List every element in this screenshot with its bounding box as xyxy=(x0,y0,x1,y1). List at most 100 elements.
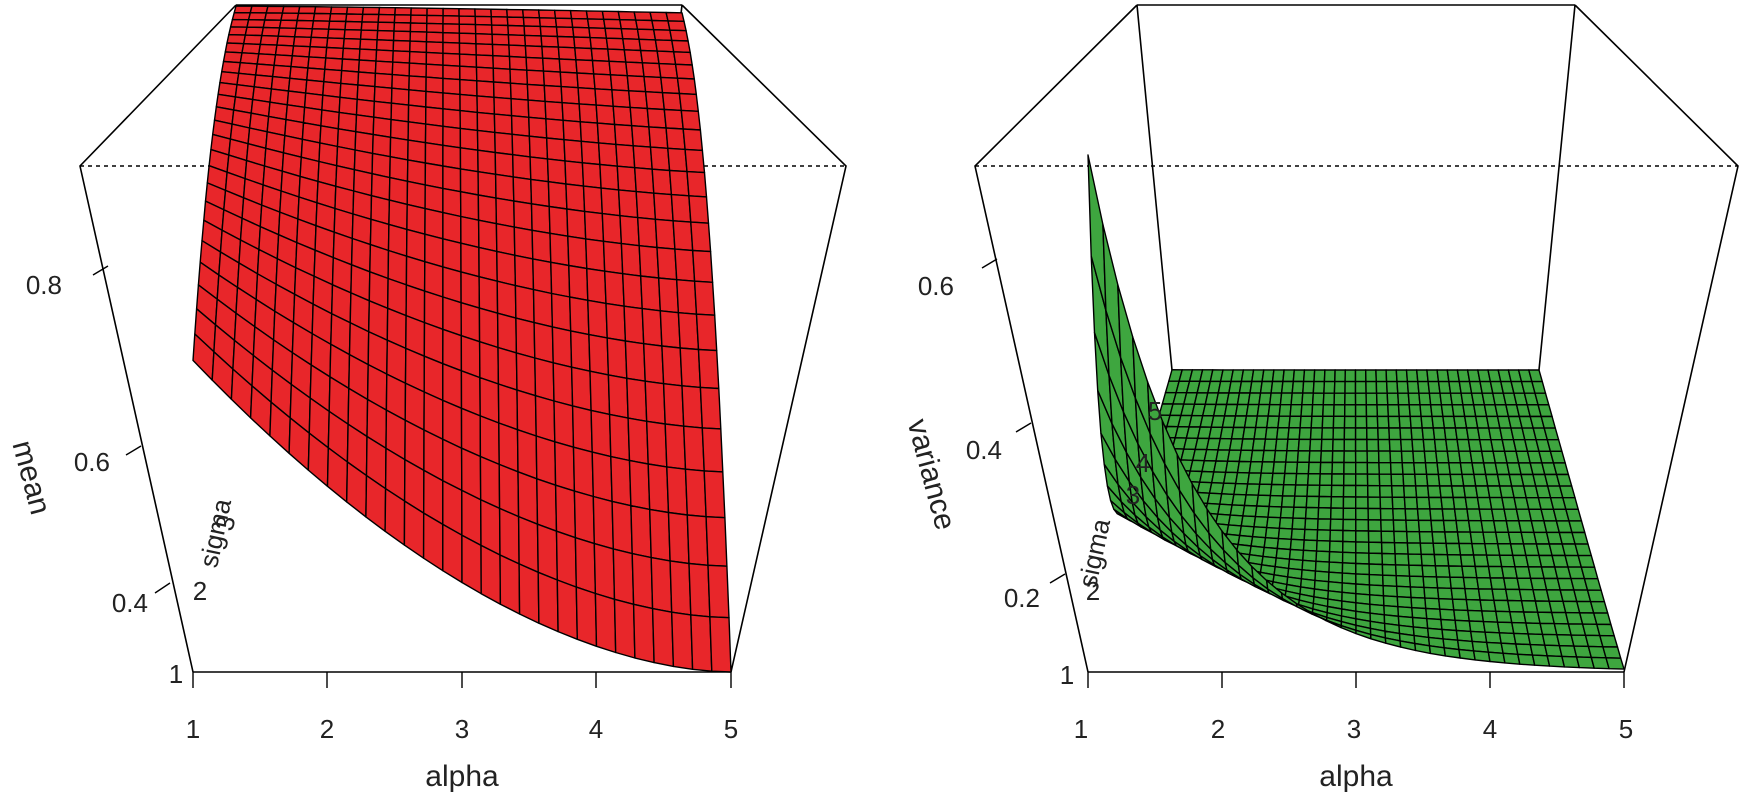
surface-facet xyxy=(1342,496,1357,509)
surface-facet xyxy=(1414,473,1429,487)
surface-facet xyxy=(1461,565,1478,579)
surface-facet xyxy=(656,246,678,281)
surface-facet xyxy=(1229,504,1246,517)
surface-facet xyxy=(633,11,653,22)
surface-facet xyxy=(1482,620,1501,634)
surface-facet xyxy=(1408,404,1422,418)
surface-facet xyxy=(514,284,535,324)
surface-facet xyxy=(1397,404,1411,418)
surface-facet xyxy=(324,57,344,72)
surface-facet xyxy=(1288,415,1302,429)
surface-facet xyxy=(1397,392,1410,406)
surface-facet xyxy=(1284,461,1299,475)
surface-facet xyxy=(1355,573,1371,586)
surface-facet xyxy=(1389,450,1403,464)
surface-facet xyxy=(1268,494,1284,508)
surface-facet xyxy=(1423,586,1440,600)
surface-facet xyxy=(1321,415,1335,429)
surface-facet xyxy=(308,46,328,59)
surface-facet xyxy=(1354,427,1368,441)
surface-facet xyxy=(1409,415,1423,429)
surface-facet xyxy=(596,122,617,146)
surface-facet xyxy=(1332,404,1346,417)
surface-facet xyxy=(1267,505,1283,519)
surface-facet xyxy=(1381,563,1397,577)
surface-facet xyxy=(1263,438,1278,452)
variance-sigma-tick-label: 3 xyxy=(1126,480,1140,510)
surface-facet xyxy=(1469,630,1488,644)
surface-facet xyxy=(640,49,660,65)
surface-facet xyxy=(513,200,533,232)
surface-facet xyxy=(631,552,654,610)
surface-facet xyxy=(600,187,621,217)
surface-facet xyxy=(661,91,682,112)
surface-facet xyxy=(1278,404,1292,417)
surface-facet xyxy=(1531,380,1547,394)
surface-facet xyxy=(1289,538,1305,551)
variance-surface-mesh xyxy=(1087,154,1625,670)
surface-facet xyxy=(1451,598,1469,612)
surface-facet xyxy=(1331,450,1345,464)
surface-facet xyxy=(665,127,686,151)
variance-z-axis: 0.2 0.4 0.6 variance xyxy=(901,258,1066,613)
mean-z-tick-label: 0.4 xyxy=(112,588,148,618)
surface-facet xyxy=(684,148,706,174)
surface-facet xyxy=(1282,472,1298,486)
surface-facet xyxy=(667,20,687,32)
surface-facet xyxy=(478,276,499,314)
surface-facet xyxy=(408,75,427,93)
surface-facet xyxy=(1365,415,1379,429)
surface-facet xyxy=(494,173,515,202)
surface-facet xyxy=(1386,392,1400,406)
surface-facet xyxy=(1330,484,1345,498)
surface-facet xyxy=(494,151,514,178)
surface-facet xyxy=(515,317,536,359)
surface-facet xyxy=(1342,529,1357,543)
surface-facet xyxy=(458,15,477,26)
surface-facet xyxy=(651,168,673,196)
surface-facet xyxy=(1367,507,1382,521)
surface-facet xyxy=(1586,589,1606,603)
surface-facet xyxy=(1450,587,1468,601)
surface-facet xyxy=(1422,575,1439,589)
surface-facet xyxy=(591,451,613,503)
surface-facet xyxy=(311,20,331,30)
surface-facet xyxy=(641,307,663,347)
surface-facet xyxy=(425,51,444,66)
surface-facet xyxy=(1429,508,1445,522)
surface-facet xyxy=(297,5,317,15)
surface-facet xyxy=(1343,404,1357,418)
surface-facet xyxy=(1431,531,1447,545)
surface-facet xyxy=(1342,507,1357,521)
surface-facet xyxy=(1458,648,1476,661)
surface-facet xyxy=(556,579,578,640)
surface-facet xyxy=(512,176,533,205)
surface-facet xyxy=(408,62,427,78)
surface-facet xyxy=(646,420,668,468)
surface-facet xyxy=(688,562,711,618)
surface-facet xyxy=(1552,462,1570,476)
surface-facet xyxy=(630,505,652,559)
surface-facet xyxy=(632,603,655,664)
surface-facet xyxy=(1315,539,1331,553)
surface-facet xyxy=(1312,380,1326,394)
surface-facet xyxy=(1260,461,1275,474)
mean-sigma-tick-label: 2 xyxy=(193,576,207,606)
surface-facet xyxy=(1396,596,1413,609)
surface-facet xyxy=(1355,541,1370,554)
surface-facet xyxy=(536,523,558,581)
surface-facet xyxy=(1425,607,1442,621)
surface-facet xyxy=(669,560,692,616)
surface-facet xyxy=(224,42,245,54)
surface-facet xyxy=(1268,392,1283,406)
surface-facet xyxy=(619,214,640,247)
surface-facet xyxy=(1270,472,1286,486)
surface-facet xyxy=(617,10,637,21)
surface-facet xyxy=(1408,575,1425,589)
surface-facet xyxy=(1381,574,1398,587)
surface-facet xyxy=(442,92,461,112)
surface-facet xyxy=(667,511,690,565)
variance-sigma-tick-label: 2 xyxy=(1086,576,1100,606)
mean-x-tick-label: 3 xyxy=(455,714,469,744)
surface-facet xyxy=(1440,618,1458,632)
